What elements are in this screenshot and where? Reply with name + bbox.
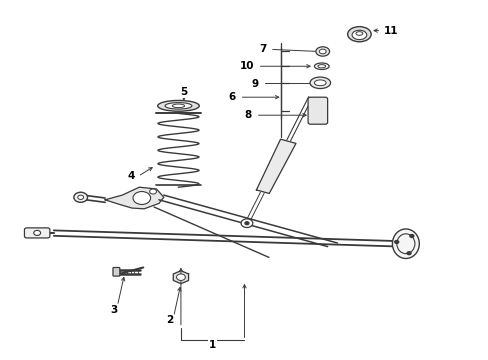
Circle shape (74, 192, 87, 202)
FancyBboxPatch shape (24, 228, 50, 238)
Ellipse shape (319, 49, 325, 54)
Ellipse shape (315, 47, 329, 56)
FancyBboxPatch shape (307, 97, 327, 124)
Ellipse shape (351, 30, 366, 40)
Polygon shape (173, 271, 188, 284)
Text: 3: 3 (110, 305, 117, 315)
Circle shape (149, 189, 156, 194)
Ellipse shape (157, 100, 199, 111)
Ellipse shape (165, 103, 192, 109)
Polygon shape (256, 139, 295, 193)
Circle shape (244, 222, 248, 225)
Text: 2: 2 (166, 315, 173, 325)
Text: 8: 8 (244, 110, 251, 120)
Ellipse shape (347, 27, 370, 42)
Ellipse shape (396, 234, 414, 253)
Circle shape (406, 252, 410, 255)
Text: 7: 7 (259, 44, 266, 54)
Ellipse shape (314, 80, 325, 86)
FancyBboxPatch shape (113, 267, 120, 276)
Text: 11: 11 (383, 26, 398, 36)
Text: 5: 5 (180, 87, 187, 97)
Ellipse shape (391, 229, 418, 258)
Circle shape (176, 274, 185, 280)
Text: 1: 1 (209, 340, 216, 350)
Circle shape (133, 192, 150, 204)
Ellipse shape (172, 104, 184, 108)
Ellipse shape (314, 63, 328, 69)
Text: 9: 9 (251, 78, 258, 89)
Circle shape (241, 219, 252, 228)
Circle shape (394, 240, 398, 243)
Text: 4: 4 (127, 171, 135, 181)
Ellipse shape (355, 32, 362, 35)
Circle shape (78, 195, 83, 199)
Text: 6: 6 (228, 92, 235, 102)
Circle shape (34, 230, 41, 235)
Ellipse shape (309, 77, 330, 89)
Circle shape (409, 235, 413, 238)
Ellipse shape (317, 65, 325, 68)
Polygon shape (105, 187, 163, 209)
Text: 10: 10 (239, 61, 254, 71)
